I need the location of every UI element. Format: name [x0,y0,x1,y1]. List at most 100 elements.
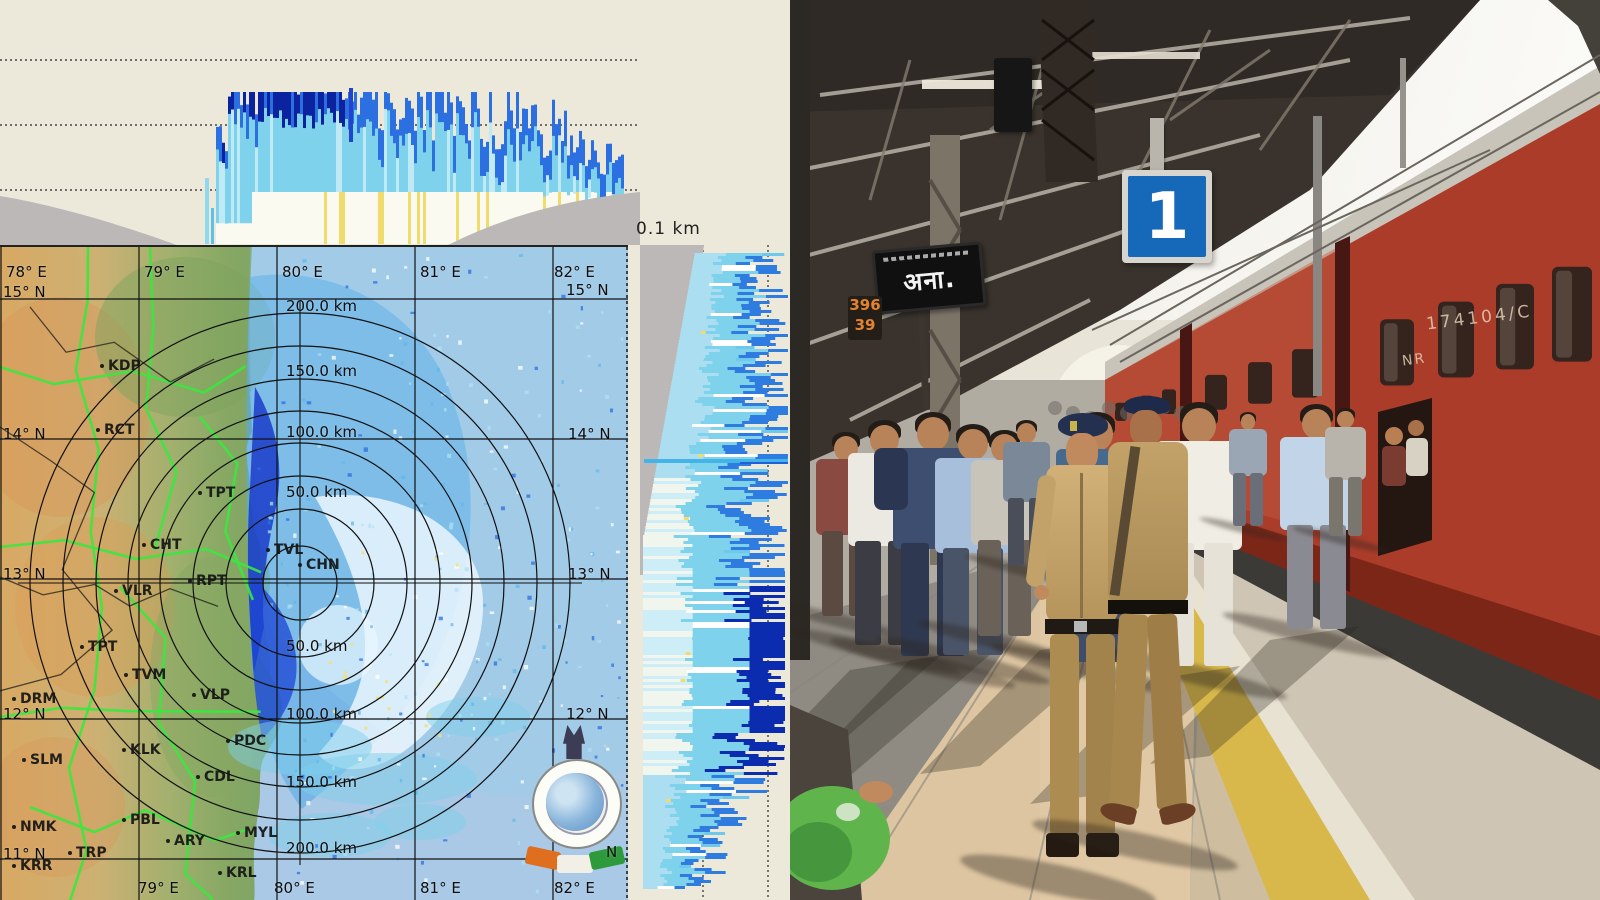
echo [643,565,682,568]
echo [662,433,698,436]
echo [453,135,456,173]
echo [749,757,785,760]
station-label: VLR [114,583,153,599]
echo [692,718,750,721]
trouser-leg [1146,613,1188,811]
echo [684,859,699,862]
echo [755,481,790,484]
echo [732,658,763,661]
echo [234,223,237,244]
echo [709,298,737,301]
echo [705,871,726,874]
echo [471,92,474,128]
speckle [286,583,289,587]
coach-window [1292,349,1318,398]
echo [741,724,775,727]
echo [749,664,785,667]
leg [1329,476,1344,537]
speckle [433,333,436,337]
speckle [449,522,454,526]
green-bag-shade [790,822,852,882]
echo [676,733,715,736]
echo [643,775,675,778]
echo [288,92,291,126]
speckle [466,793,471,798]
speckle [317,353,322,356]
speckle [537,413,542,418]
speckle [398,436,403,441]
speckle [368,523,372,529]
echo [240,127,243,224]
echo [749,640,785,643]
echo [692,652,750,655]
echo [393,109,396,144]
echo [703,391,744,394]
echo [288,125,291,192]
echo [701,481,756,484]
echo [643,856,672,859]
echo [664,418,705,421]
echo [692,646,750,649]
echo [643,556,690,559]
echo [684,562,731,565]
echo [729,754,759,757]
district-border [0,426,114,692]
echo [649,505,676,508]
echo [297,113,300,192]
echo [468,140,471,159]
echo [685,475,721,478]
passenger-torso [1406,438,1428,476]
echo [695,496,746,499]
pillar-brace [1041,118,1095,162]
echo [237,92,240,109]
echo [669,814,701,817]
station-label: TVM [124,667,166,683]
echo [600,173,603,199]
echo [447,92,450,130]
speckle [575,325,580,329]
echo [522,144,525,192]
echo [643,661,693,664]
echo [345,119,348,192]
echo [417,92,420,117]
echo [736,442,763,445]
echo [579,163,582,192]
echo [330,112,333,192]
echo [723,550,751,553]
speckle [557,625,561,629]
station-label: PBL [122,812,160,828]
echo [671,871,706,874]
echo [489,192,492,244]
speckle [424,663,429,667]
overhead-wire [1109,54,1600,346]
echo [408,133,411,192]
echo [643,586,693,589]
echo [345,98,348,120]
speckle [529,606,534,611]
echo [712,337,752,340]
speckle [294,769,298,773]
echo [243,112,246,224]
station-label: KRL [218,865,257,881]
head [1337,410,1354,429]
echo [749,544,785,547]
pillar-lattice [928,178,962,232]
echo [721,268,756,271]
speckle [484,502,488,506]
echo [336,111,339,192]
echo [531,141,534,192]
echo [692,613,750,616]
speckle [484,399,489,404]
echo [676,820,715,823]
echo [694,469,740,472]
latitude-label: 14° N [3,425,46,443]
echo [646,520,688,523]
echo [667,868,695,871]
echo [360,97,363,128]
echo [315,122,318,192]
speckle [424,878,428,883]
echo [729,541,759,544]
echo [737,292,755,295]
echo [690,274,712,277]
speckle [375,674,380,679]
